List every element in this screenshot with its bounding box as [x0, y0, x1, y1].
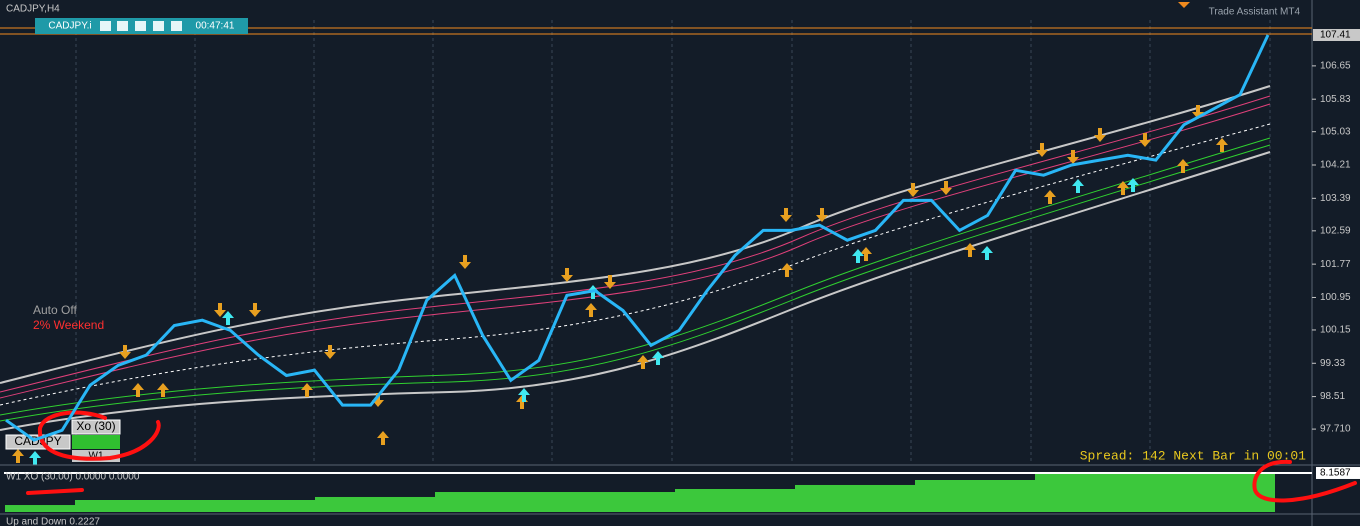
signal-arrow [324, 345, 336, 359]
signal-arrow [157, 383, 169, 397]
price-tick-label: 97.710 [1320, 424, 1351, 435]
symbol-button[interactable] [5, 434, 71, 450]
icon-calendar[interactable] [135, 21, 146, 31]
current-price-tag [1313, 29, 1360, 42]
icon-clock[interactable] [153, 21, 164, 31]
chart-title: CADJPY,H4 [6, 4, 60, 15]
histogram-bar [435, 492, 675, 512]
auto-status: Auto Off [33, 303, 77, 317]
signal-arrow [249, 303, 261, 317]
xo-value-label: 8.1587 [1320, 468, 1351, 479]
signal-arrow [907, 183, 919, 197]
signal-arrow [1044, 190, 1056, 204]
symbol-label: CADJPY [14, 434, 61, 448]
histogram-bar [915, 480, 1035, 512]
period-label: W1 [89, 451, 104, 462]
signal-arrow [1127, 178, 1139, 192]
signal-arrow [119, 345, 131, 359]
icon-menu[interactable] [171, 21, 182, 31]
signal-arrow [1139, 133, 1151, 147]
xo-value-tag [1316, 466, 1360, 479]
histogram-bar [1035, 473, 1275, 512]
price-tick-label: 98.51 [1320, 391, 1345, 402]
spread: Spread: 142 Next Bar in 00:01 [1080, 448, 1306, 463]
price-tick-label: 100.95 [1320, 292, 1351, 303]
xo-button[interactable] [71, 419, 121, 435]
signal-arrow [12, 449, 24, 463]
icon-eye[interactable] [117, 21, 128, 31]
value-button[interactable] [72, 435, 120, 449]
signal-arrow [372, 393, 384, 407]
price-tick-label: 104.21 [1320, 160, 1351, 171]
signal-arrow [301, 383, 313, 397]
price-tick-label: 105.83 [1320, 94, 1351, 105]
price-tick-label: 101.77 [1320, 259, 1351, 270]
signal-arrow [652, 351, 664, 365]
signal-arrow [940, 181, 952, 195]
histogram-bar [315, 496, 435, 512]
signal-arrow [637, 355, 649, 369]
histogram-bar [675, 488, 795, 512]
toolbar-icons [100, 21, 182, 31]
price-line [5, 34, 1270, 442]
signal-arrow [860, 247, 872, 261]
bottom-label: Up and Down 0.2227 [6, 517, 100, 526]
marker [1178, 2, 1190, 8]
signal-arrow [781, 263, 793, 277]
current-price-label: 107.41 [1320, 30, 1351, 41]
signal-arrow [604, 275, 616, 289]
signal-arrow [1094, 128, 1106, 142]
signal-arrow [214, 303, 226, 317]
signal-arrow [561, 268, 573, 282]
price-tick-label: 103.39 [1320, 193, 1351, 204]
signal-arrow [459, 255, 471, 269]
price-tick-label: 102.59 [1320, 225, 1351, 236]
signal-arrow [29, 451, 41, 465]
signal-arrow [1216, 138, 1228, 152]
signal-arrow [981, 246, 993, 260]
price-tick-label: 99.33 [1320, 358, 1345, 369]
signals [12, 105, 1228, 465]
toolbar-symbol[interactable]: CADJPY.i [48, 21, 91, 32]
signal-arrow [1072, 179, 1084, 193]
signal-arrow [377, 431, 389, 445]
signal-arrow [1036, 143, 1048, 157]
histogram-bar [795, 484, 915, 512]
signal-arrow [1067, 150, 1079, 164]
signal-arrow [222, 311, 234, 325]
timer: 00:47:41 [196, 21, 235, 32]
indicator-name: Trade Assistant MT4 [1209, 7, 1301, 18]
xo-label: W1 XO (30.00) 0.0000 0.0000 [6, 472, 140, 483]
signal-arrow [964, 243, 976, 257]
grid [75, 20, 1271, 462]
signal-arrow [852, 249, 864, 263]
histogram-bar [5, 505, 75, 512]
xo-histogram [5, 473, 1275, 512]
signal-arrow [1117, 181, 1129, 195]
histogram-bar [75, 499, 315, 512]
weekend: 2% Weekend [33, 318, 104, 332]
icon-camera[interactable] [100, 21, 111, 31]
signal-arrow [1177, 159, 1189, 173]
price-tick-label: 106.65 [1320, 61, 1351, 72]
price-tick-label: 100.15 [1320, 325, 1351, 336]
signal-arrow [816, 208, 828, 222]
price-tick-label: 105.03 [1320, 126, 1351, 137]
signal-arrow [780, 208, 792, 222]
signal-arrow [132, 383, 144, 397]
annotations [26, 410, 1357, 503]
xo-label: Xo (30) [76, 419, 115, 433]
signal-arrow [585, 303, 597, 317]
signal-arrow [518, 388, 530, 402]
